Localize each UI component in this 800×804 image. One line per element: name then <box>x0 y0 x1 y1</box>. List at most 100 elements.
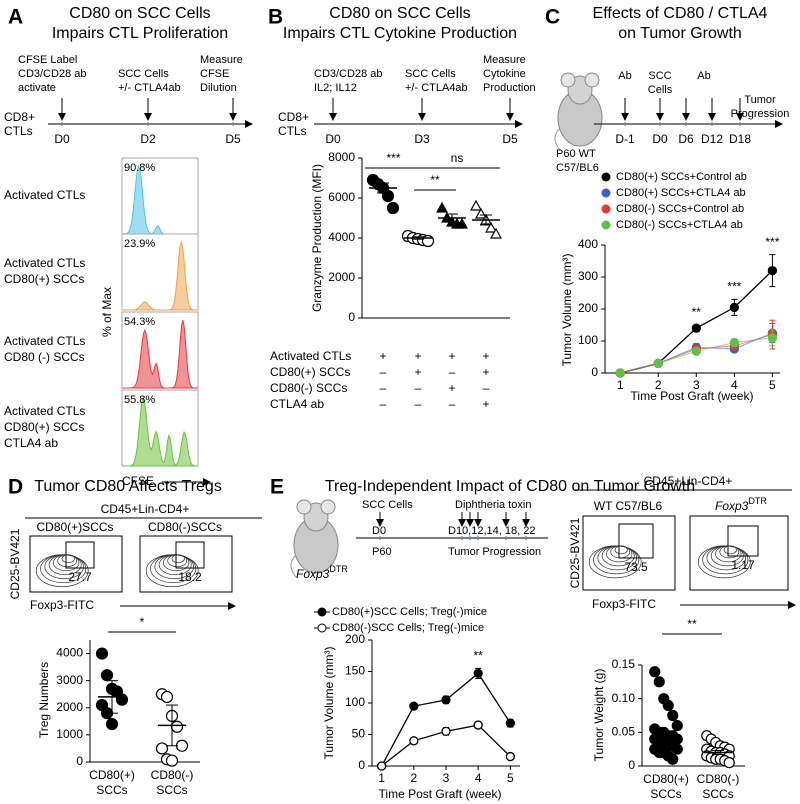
contour <box>61 554 75 564</box>
x-tick-label: CD80(+) <box>643 772 689 786</box>
data-point <box>615 368 625 378</box>
y-tick-label: 0 <box>348 310 355 324</box>
y-tick-label: 200 <box>578 301 598 315</box>
condition-sign: – <box>449 397 456 411</box>
panel-title: Tumor CD80 Affects Tregs <box>34 478 222 495</box>
y-tick-label: 0 <box>358 758 365 772</box>
data-point <box>455 217 469 229</box>
data-point <box>653 676 665 688</box>
panel-letter: B <box>268 6 283 29</box>
gate <box>727 525 759 557</box>
x-tick-label: 5 <box>507 771 514 785</box>
histogram <box>122 396 199 467</box>
gate <box>175 541 205 569</box>
data-point <box>767 265 778 276</box>
day-label: D10,12,14, 18, 22 <box>448 525 535 537</box>
x-tick-label: 2 <box>410 771 417 785</box>
mouse-ear <box>320 499 336 515</box>
data-point <box>671 743 683 755</box>
mouse-ear <box>560 72 576 88</box>
gate-value: 18.2 <box>178 570 202 584</box>
y-tick-label: 50 <box>352 727 366 741</box>
contour <box>171 554 185 564</box>
row-label: CD80(+) SCCs <box>4 420 84 434</box>
timeline-label: Cells <box>648 84 673 96</box>
condition-sign: + <box>482 397 489 411</box>
event-label: +/- CTLA4ab <box>405 82 468 94</box>
legend-label: CD80(-)SCC Cells; Treg(-)mice <box>332 622 484 634</box>
legend-label: CD80(-) SCCs+Control ab <box>616 203 744 215</box>
y-tick-label: 100 <box>578 333 598 347</box>
data-point <box>473 668 483 679</box>
data-point <box>729 337 739 348</box>
percent-label: 23.9% <box>124 238 155 250</box>
legend-label: CD80(-) SCCs+CTLA4 ab <box>616 219 743 231</box>
data-point <box>505 718 515 728</box>
x-tick-label: 3 <box>693 378 700 392</box>
mouse-label: P60 WT <box>556 148 596 160</box>
data-point <box>170 720 184 733</box>
event-label: CD3/CD28 ab <box>314 68 382 80</box>
row-label: CD80 (-) SCCs <box>4 350 85 364</box>
data-point <box>767 333 778 343</box>
data-point <box>469 199 483 211</box>
mouse-ear <box>584 72 600 88</box>
condition-label: CD80(-) SCCs <box>270 381 347 395</box>
data-point <box>95 647 109 660</box>
x-tick-label: CD80(-) <box>151 768 194 782</box>
y-tick-label: 0.05 <box>612 725 636 739</box>
event-label: Production <box>483 82 536 94</box>
panel-title: Impairs CTL Proliferation <box>52 25 228 42</box>
y-axis-label: CD25-BV421 <box>8 528 22 599</box>
y-tick-label: 150 <box>345 664 365 678</box>
condition-sign: – <box>449 365 456 379</box>
strain-sup: DTR <box>329 564 348 574</box>
annotation: ** <box>692 305 702 319</box>
y-tick-label: 400 <box>578 237 598 251</box>
data-point <box>155 742 169 755</box>
data-point <box>505 751 515 762</box>
data-point <box>105 717 119 731</box>
row-label: Activated CTLs <box>4 256 85 270</box>
event-label: Cytokine <box>483 68 526 80</box>
y-tick-label: 2000 <box>56 700 83 714</box>
legend-marker <box>317 607 327 617</box>
day-label: D0 <box>372 525 386 537</box>
data-point <box>489 227 503 239</box>
legend-label: CD80(+) SCCs+CTLA4 ab <box>616 187 746 199</box>
y-tick-label: 300 <box>578 269 598 283</box>
day-label: D3 <box>414 132 430 146</box>
day-label: D-1 <box>615 132 635 146</box>
legend-marker <box>601 220 611 230</box>
series-line <box>620 270 773 374</box>
data-point <box>671 719 683 732</box>
data-point <box>441 695 451 705</box>
data-point <box>175 739 189 752</box>
y-tick-label: 3000 <box>56 673 83 687</box>
y-axis-label: Tumor Volume (mm³) <box>322 647 336 760</box>
y-tick-label: 0 <box>76 754 83 768</box>
day-label: D18 <box>729 132 751 146</box>
contour <box>614 545 628 555</box>
day-label: D0 <box>652 132 668 146</box>
cell-label: CD8+ <box>4 110 35 124</box>
data-point <box>473 720 483 730</box>
data-point <box>667 709 679 722</box>
condition-label: CTLA4 ab <box>270 397 324 411</box>
annotation: *** <box>765 235 779 249</box>
timeline-label: Diphtheria toxin <box>455 499 531 511</box>
y-axis-label: Granzyme Production (MFI) <box>310 164 324 312</box>
condition-sign: – <box>483 381 490 395</box>
cell-label: CTLs <box>4 124 33 138</box>
timeline-label: Tumor Progression <box>448 546 541 558</box>
y-tick-label: 4000 <box>328 230 355 244</box>
data-point <box>165 754 179 767</box>
mouse-strain: Foxp3DTR <box>296 564 348 581</box>
y-tick-label: 0 <box>628 758 635 772</box>
significance-label: ** <box>687 617 697 631</box>
data-point <box>474 207 488 219</box>
condition-sign: + <box>448 349 455 363</box>
significance-label: ** <box>430 173 440 187</box>
y-tick-label: 200 <box>345 632 365 646</box>
event-label: IL2; IL12 <box>314 82 357 94</box>
